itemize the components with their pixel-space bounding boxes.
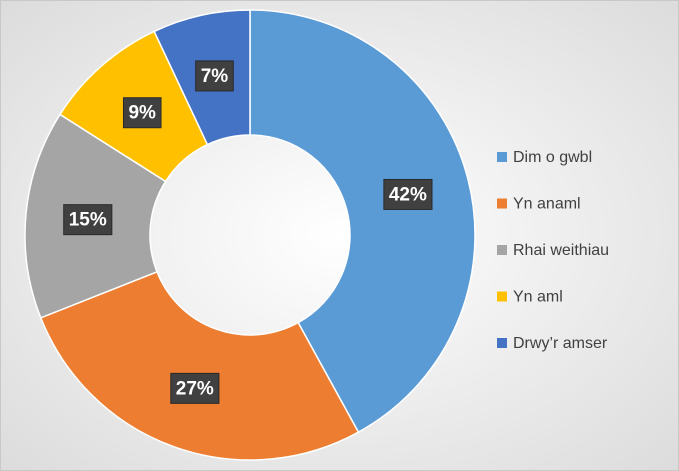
donut-slice (39, 270, 360, 461)
value-label: 7% (201, 66, 229, 87)
legend-label: Yn aml (513, 289, 563, 306)
value-label: 15% (69, 210, 107, 231)
value-label-box (383, 178, 433, 210)
legend-swatch (497, 291, 507, 302)
legend-label: Yn anaml (513, 196, 581, 213)
value-label-box (63, 204, 113, 236)
legend-swatch (497, 152, 507, 162)
legend-label: Dim o gwbl (513, 149, 592, 166)
legend-swatch (497, 338, 507, 348)
donut-slice (249, 9, 476, 434)
legend-label: Rhai weithiau (513, 242, 609, 259)
value-label: 27% (176, 378, 214, 399)
value-label-box (195, 60, 234, 92)
legend-label: Drwy’r amser (513, 335, 608, 352)
value-label-box (122, 97, 162, 129)
value-label: 42% (389, 184, 427, 205)
value-label-box (170, 372, 220, 404)
legend-swatch (497, 245, 507, 255)
legend-swatch (497, 198, 507, 209)
value-label: 9% (128, 103, 156, 124)
